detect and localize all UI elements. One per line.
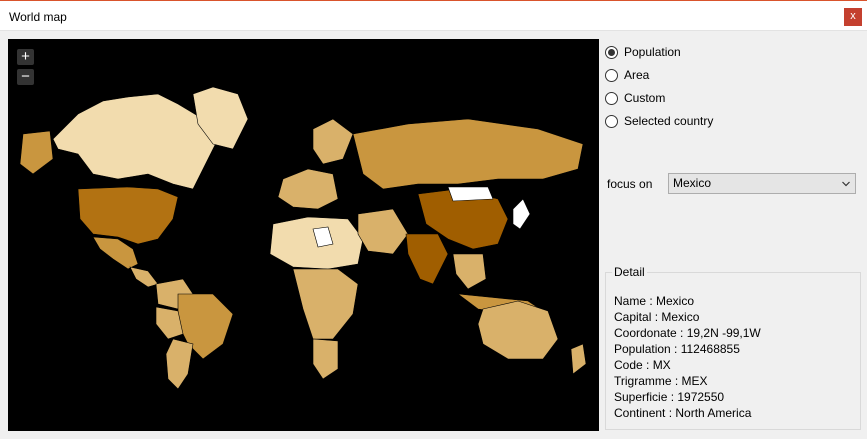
country-japan[interactable]	[512, 198, 531, 230]
detail-lines: Name : Mexico Capital : Mexico Coordonat…	[614, 293, 761, 421]
country-mexico[interactable]	[92, 236, 139, 270]
radio-area[interactable]	[605, 68, 618, 82]
option-area-label: Area	[624, 68, 650, 82]
window-title: World map	[9, 10, 67, 24]
option-custom[interactable]: Custom	[605, 90, 665, 106]
detail-name: Name : Mexico	[614, 294, 695, 308]
country-new-zealand[interactable]	[570, 343, 587, 375]
detail-continent: Continent : North America	[614, 406, 752, 420]
country-scandinavia[interactable]	[312, 118, 354, 165]
country-peru[interactable]	[155, 306, 184, 340]
focus-label: focus on	[607, 177, 653, 191]
detail-capital: Capital : Mexico	[614, 310, 700, 324]
country-usa[interactable]	[77, 186, 179, 245]
world-map[interactable]: + −	[8, 39, 599, 431]
country-central-america[interactable]	[129, 266, 159, 288]
country-greenland[interactable]	[192, 86, 249, 150]
chevron-down-icon	[842, 181, 850, 187]
detail-coordinate: Coordonate : 19,2N -99,1W	[614, 326, 761, 340]
radio-custom[interactable]	[605, 91, 618, 105]
country-middle-east[interactable]	[357, 208, 409, 255]
country-argentina[interactable]	[165, 338, 194, 390]
option-selected-country-label: Selected country	[624, 114, 714, 128]
world-map-canvas[interactable]	[8, 39, 599, 431]
option-custom-label: Custom	[624, 91, 666, 105]
detail-group: Detail Name : Mexico Capital : Mexico Co…	[605, 265, 861, 430]
detail-trigramme: Trigramme : MEX	[614, 374, 708, 388]
zoom-in-button[interactable]: +	[17, 49, 34, 65]
country-australia[interactable]	[477, 300, 559, 360]
country-central-africa[interactable]	[292, 268, 359, 340]
country-alaska[interactable]	[19, 130, 54, 175]
country-libya[interactable]	[312, 226, 334, 248]
focus-select[interactable]: Mexico	[668, 173, 856, 194]
country-india[interactable]	[405, 233, 449, 285]
option-population-label: Population	[624, 45, 681, 59]
country-southeast-asia[interactable]	[452, 253, 487, 290]
detail-population: Population : 112468855	[614, 342, 740, 356]
country-north-africa[interactable]	[269, 216, 364, 270]
detail-legend: Detail	[612, 265, 647, 279]
country-mongolia[interactable]	[447, 186, 494, 202]
country-south-africa[interactable]	[312, 338, 339, 380]
radio-selected-country[interactable]	[605, 114, 618, 128]
country-canada[interactable]	[52, 93, 219, 190]
detail-code: Code : MX	[614, 358, 671, 372]
option-selected-country[interactable]: Selected country	[605, 113, 713, 129]
radio-population[interactable]	[605, 45, 618, 59]
zoom-out-button[interactable]: −	[17, 69, 34, 85]
title-bar: World map x	[0, 0, 867, 31]
close-button[interactable]: x	[844, 8, 862, 26]
focus-select-value: Mexico	[673, 176, 712, 190]
option-area[interactable]: Area	[605, 67, 649, 83]
detail-superficie: Superficie : 1972550	[614, 390, 725, 404]
option-population[interactable]: Population	[605, 44, 681, 60]
country-europe-west[interactable]	[277, 168, 339, 210]
country-russia[interactable]	[352, 118, 584, 190]
